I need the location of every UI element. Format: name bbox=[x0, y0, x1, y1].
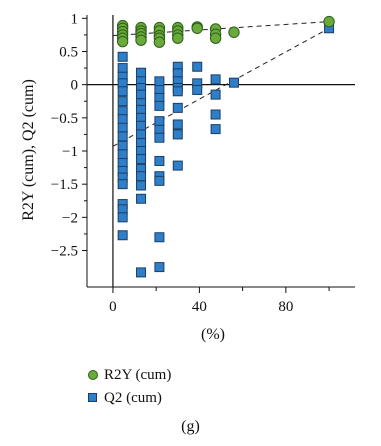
legend-item-r2y: R2Y (cum) bbox=[88, 363, 171, 386]
q2-point bbox=[154, 232, 165, 243]
q2-point bbox=[117, 86, 128, 97]
q2-point bbox=[117, 63, 128, 74]
r2y-point bbox=[191, 22, 203, 34]
legend-label-r2y: R2Y (cum) bbox=[104, 366, 172, 383]
y-tick-label: −1 bbox=[62, 144, 78, 160]
q2-point bbox=[117, 51, 128, 62]
q2-point bbox=[172, 160, 183, 171]
q2-point bbox=[117, 122, 128, 133]
q2-point bbox=[154, 116, 165, 127]
r2y-point bbox=[153, 36, 166, 48]
y-tick-label: 0 bbox=[71, 78, 79, 94]
y-tick-label: −2 bbox=[62, 210, 78, 226]
r2y-point bbox=[116, 35, 129, 48]
q2-point bbox=[210, 89, 221, 100]
q2-point bbox=[136, 153, 147, 164]
y-tick-label: 1 bbox=[71, 11, 79, 27]
q2-point bbox=[210, 109, 221, 120]
blue-square-icon bbox=[88, 393, 97, 402]
q2-point bbox=[172, 129, 183, 140]
q2-point bbox=[117, 179, 128, 190]
green-circle-icon bbox=[88, 369, 98, 380]
q2-point bbox=[136, 120, 147, 131]
data-points bbox=[116, 15, 335, 278]
q2-point bbox=[172, 86, 183, 97]
q2-point bbox=[154, 100, 165, 111]
r2y-point bbox=[135, 34, 147, 46]
y-tick-label: −1.5 bbox=[51, 177, 78, 193]
q2-point bbox=[117, 114, 128, 125]
r2y-point bbox=[228, 26, 240, 38]
y-tick-label: 0.5 bbox=[59, 44, 78, 60]
x-axis-title: (%) bbox=[201, 326, 225, 343]
r2y-point bbox=[323, 15, 335, 28]
r2y-point bbox=[172, 32, 184, 44]
q2-point bbox=[136, 180, 147, 191]
q2-point bbox=[154, 262, 165, 273]
q2-point bbox=[172, 102, 183, 113]
x-tick-label: 0 bbox=[109, 299, 117, 315]
q2-point bbox=[117, 212, 128, 223]
q2-point bbox=[228, 77, 239, 88]
q2-point bbox=[136, 129, 147, 140]
q2-point bbox=[154, 175, 165, 186]
r2y-point bbox=[209, 32, 222, 44]
legend: R2Y (cum) Q2 (cum) bbox=[88, 363, 171, 409]
y-tick-label: −2.5 bbox=[51, 244, 78, 260]
q2-point bbox=[136, 193, 147, 204]
figure-caption: (g) bbox=[181, 418, 200, 435]
q2-point bbox=[154, 155, 165, 166]
q2-point bbox=[117, 230, 128, 241]
q2-point bbox=[136, 171, 147, 182]
q2-point bbox=[117, 96, 128, 107]
y-axis-title: R2Y (cum), Q2 (cum) bbox=[20, 79, 37, 221]
q2-point bbox=[136, 89, 147, 100]
q2-point bbox=[136, 67, 147, 78]
q2-point bbox=[154, 132, 165, 143]
q2-point bbox=[136, 267, 147, 278]
q2-point bbox=[192, 84, 203, 95]
q2-point bbox=[117, 149, 128, 160]
q2-point bbox=[210, 124, 221, 135]
y-tick-label: −0.5 bbox=[51, 111, 78, 127]
q2-point bbox=[172, 119, 183, 130]
x-tick-label: 40 bbox=[192, 299, 207, 315]
x-tick-label: 80 bbox=[278, 299, 293, 315]
tick-labels: 1 0.5 0 −0.5 −1 −1.5 −2 −2.5 0 40 80 bbox=[51, 11, 294, 315]
q2-point bbox=[210, 74, 221, 85]
q2-point bbox=[117, 131, 128, 142]
legend-label-q2: Q2 (cum) bbox=[104, 389, 162, 406]
q2-point bbox=[117, 140, 128, 151]
q2-point bbox=[192, 61, 203, 72]
axes bbox=[82, 15, 355, 293]
q2-point bbox=[154, 76, 165, 87]
legend-item-q2: Q2 (cum) bbox=[88, 386, 171, 409]
